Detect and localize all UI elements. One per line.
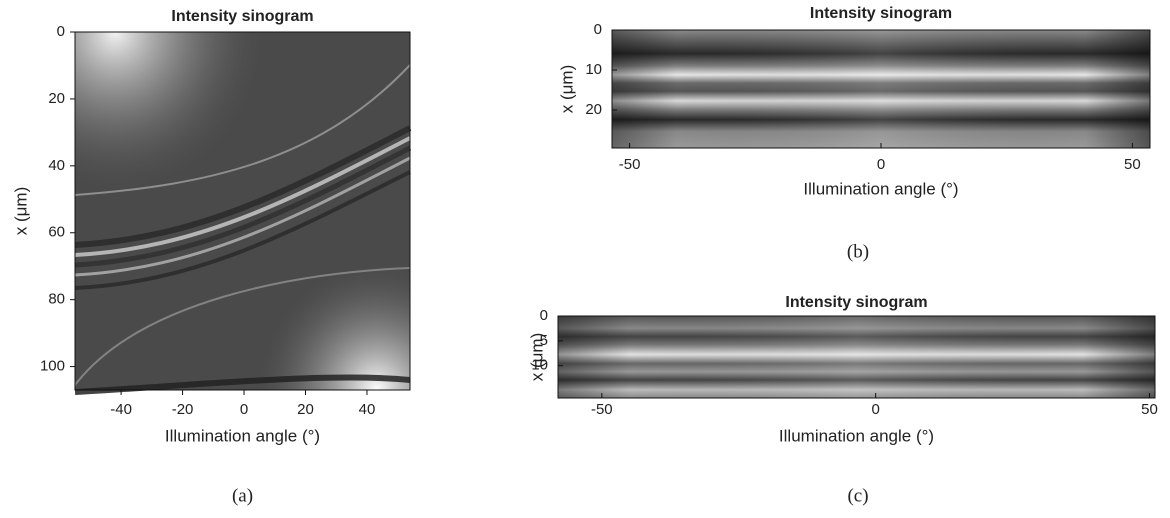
y-tick-label: 0 <box>57 23 65 40</box>
x-tick-label: 0 <box>877 156 885 173</box>
y-tick-label: 10 <box>585 61 602 78</box>
sinogram-band <box>74 267 411 386</box>
panel: -50 0 50 0 5 10 Intensity sinogram Illumination… <box>527 294 1157 506</box>
y-tick-label: 0 <box>540 307 548 324</box>
sinogram-band <box>74 374 411 395</box>
y-axis-label: x (μm) <box>557 65 576 114</box>
panel-caption: (c) <box>847 485 868 506</box>
plot-frame <box>557 315 1156 399</box>
y-tick-label: 80 <box>48 291 65 308</box>
sinogram-band <box>74 145 412 268</box>
x-tick-label: 50 <box>1141 401 1158 418</box>
x-tick-label: 20 <box>297 401 314 418</box>
sinogram-band <box>74 156 411 277</box>
sinogram-shade <box>558 316 1155 398</box>
chart-title: Intensity sinogram <box>810 5 952 22</box>
sinogram-shade <box>612 30 1150 148</box>
y-tick-label: 40 <box>48 157 65 174</box>
x-tick-label: 50 <box>1124 156 1141 173</box>
panel-caption: (a) <box>232 485 253 506</box>
x-tick-label: 0 <box>240 401 248 418</box>
y-tick-label: 20 <box>48 90 65 107</box>
x-tick-label: 40 <box>359 401 376 418</box>
y-tick-label: 60 <box>48 224 65 241</box>
panel: -40 -20 0 20 40 0 20 40 60 80 100 Intensity sinogra… <box>11 8 412 506</box>
sinogram-band <box>74 125 412 248</box>
chart-title: Intensity sinogram <box>171 8 313 25</box>
chart-title: Intensity sinogram <box>785 294 927 311</box>
x-tick-label: -40 <box>110 401 132 418</box>
sinogram-band <box>74 170 411 290</box>
y-axis-label: x (μm) <box>527 333 546 382</box>
y-tick-label: 0 <box>594 21 602 38</box>
x-axis-label: Illumination angle (°) <box>779 426 934 445</box>
sinogram-band <box>74 136 411 257</box>
x-axis-label: Illumination angle (°) <box>803 179 958 198</box>
x-tick-label: -50 <box>619 156 641 173</box>
y-axis-label: x (μm) <box>11 187 30 236</box>
y-tick-label: 20 <box>585 101 602 118</box>
x-tick-label: -50 <box>591 401 613 418</box>
y-tick-label: 100 <box>40 358 65 375</box>
sinogram-band <box>74 64 411 196</box>
panel-caption: (b) <box>847 241 869 262</box>
x-tick-label: -20 <box>172 401 194 418</box>
y-tick-label: 5 <box>540 332 548 349</box>
plot-frame <box>74 31 411 391</box>
x-axis-label: Illumination angle (°) <box>165 426 320 445</box>
panel: -50 0 50 0 10 20 Intensity sinogram Illuminatio… <box>557 5 1151 262</box>
x-tick-label: 0 <box>871 401 879 418</box>
y-tick-label: 10 <box>531 357 548 374</box>
